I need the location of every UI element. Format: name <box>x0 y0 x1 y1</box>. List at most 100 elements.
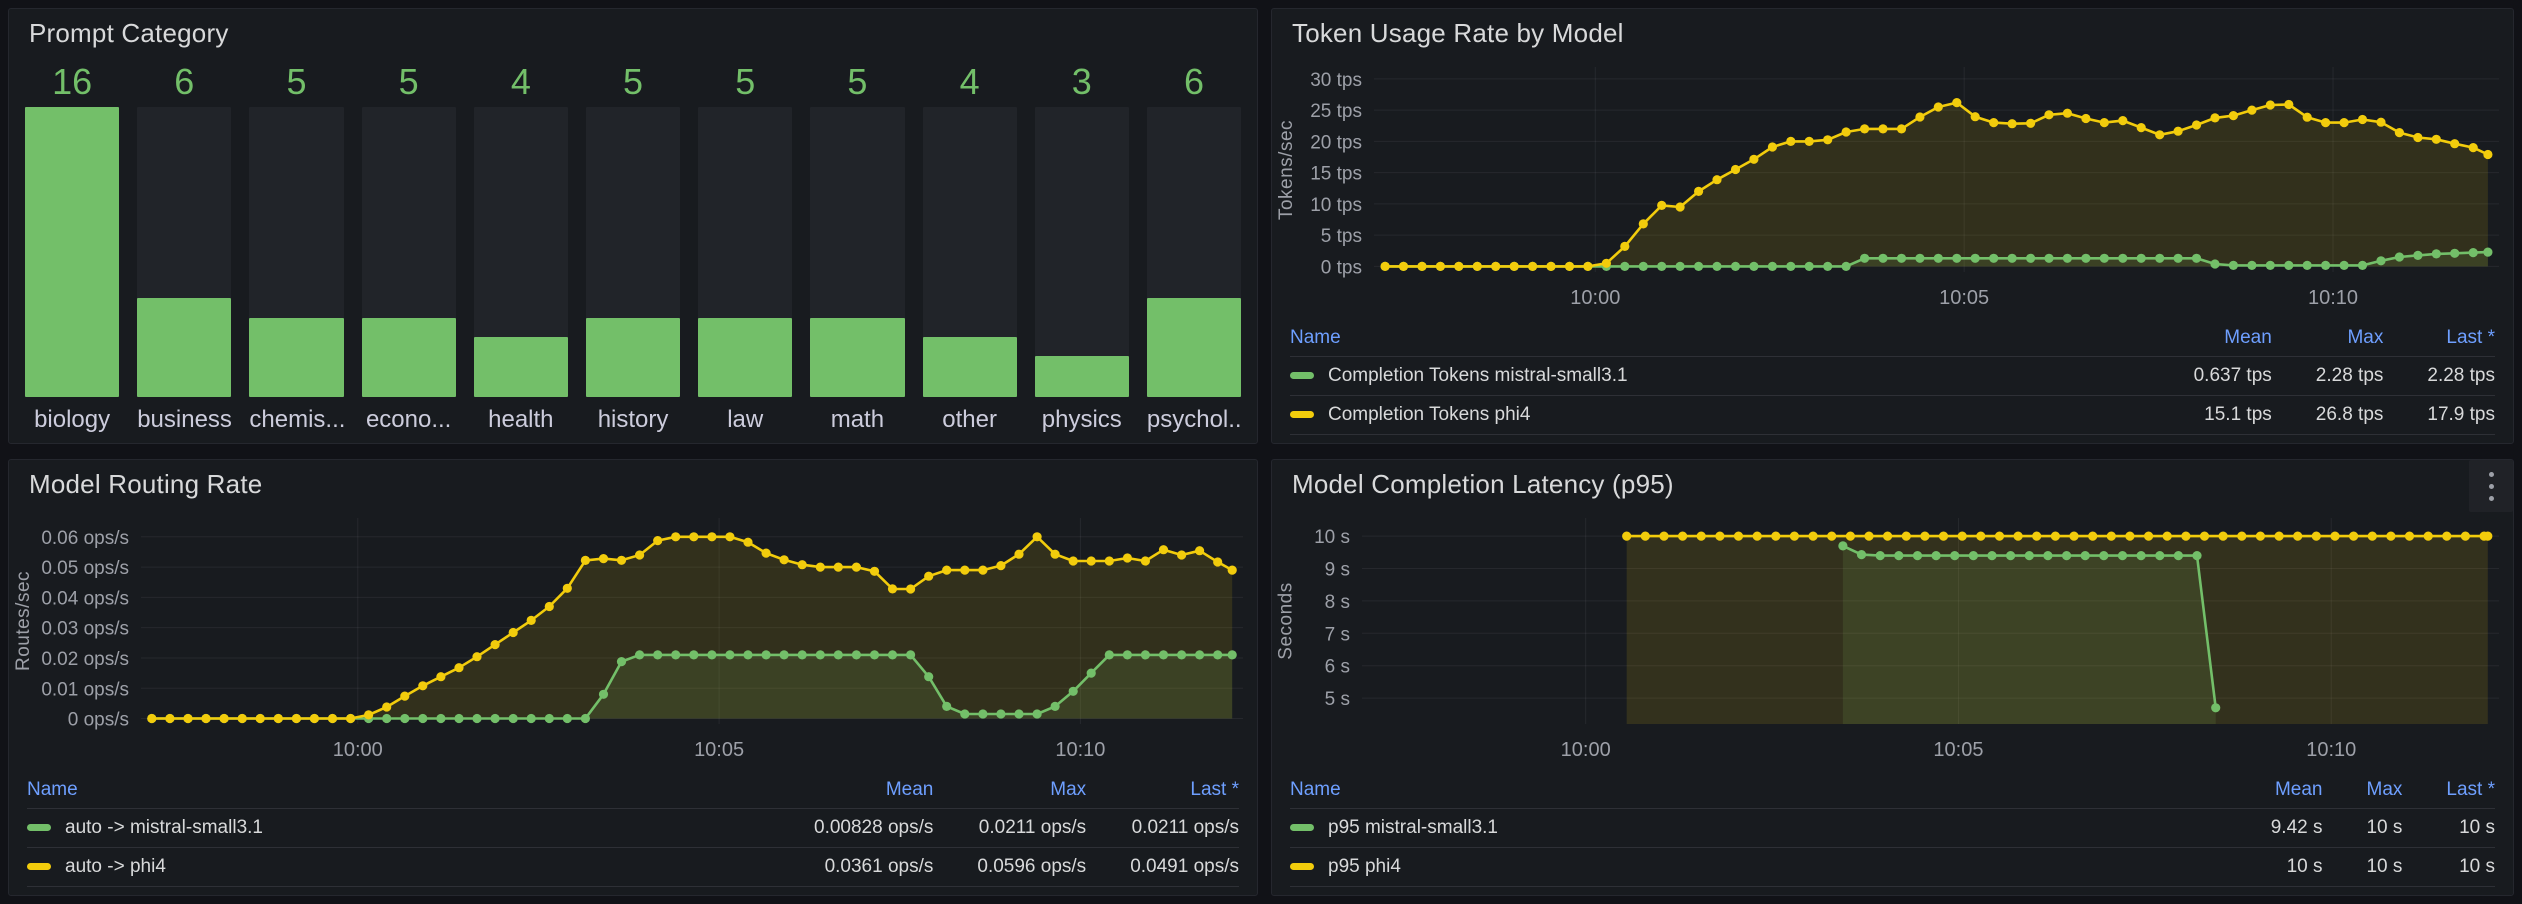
bar-column: 6 business <box>137 59 232 441</box>
time-series-plot-svg[interactable]: 0 ops/s 0.01 ops/s 0.02 ops/s 0.03 ops/s 0.0… <box>9 508 1257 770</box>
series-point <box>580 713 591 724</box>
series-point <box>1032 532 1042 542</box>
time-series-plot-svg[interactable]: 5 s 6 s 7 s 8 s 9 s 10 s 10:00 10:05 10:10 <box>1272 508 2513 770</box>
series-point <box>2210 113 2220 123</box>
series-point <box>1771 531 1781 541</box>
series-point <box>2173 253 2183 263</box>
bar-column: 5 history <box>585 59 681 441</box>
series-point <box>779 555 789 565</box>
series-point <box>2062 551 2072 561</box>
legend-series-name[interactable]: p95 mistral-small3.1 <box>1290 808 2227 848</box>
series-point <box>1915 253 1925 263</box>
series-point <box>2069 531 2079 541</box>
legend-header-last[interactable]: Last * <box>2446 779 2495 800</box>
panel-title[interactable]: Prompt Category <box>29 17 229 48</box>
series-point <box>2192 551 2202 561</box>
legend-header-name[interactable]: Name <box>27 779 78 800</box>
series-point <box>2081 113 2091 124</box>
legend-header-mean[interactable]: Mean <box>2224 327 2272 348</box>
series-swatch <box>27 824 51 831</box>
time-series-plot-svg[interactable]: 0 tps 5 tps 10 tps 15 tps 20 tps 25 tps 30 tps… <box>1272 57 2513 318</box>
series-area <box>151 654 1233 719</box>
legend-header-last[interactable]: Last * <box>1190 779 1239 800</box>
legend-series-name[interactable]: auto -> phi4 <box>27 847 770 887</box>
bar-track <box>585 107 681 397</box>
series-point <box>616 555 627 565</box>
legend-series-name[interactable]: Completion Tokens mistral-small3.1 <box>1290 356 2150 396</box>
series-point <box>2321 260 2331 270</box>
y-tick-label: 20 tps <box>1310 132 1362 153</box>
legend-header-mean[interactable]: Mean <box>2274 779 2323 800</box>
series-point <box>2155 130 2165 140</box>
y-tick-label: 0.05 ops/s <box>41 558 129 579</box>
legend-header-max[interactable]: Max <box>2366 779 2403 800</box>
legend-series-name[interactable]: auto -> mistral-small3.1 <box>27 808 770 848</box>
series-point <box>2210 259 2220 269</box>
plot-area[interactable]: 0 ops/s 0.01 ops/s 0.02 ops/s 0.03 ops/s 0.0… <box>9 508 1257 770</box>
series-point <box>327 713 338 724</box>
legend-header-name[interactable]: Name <box>1290 779 1341 800</box>
series-point <box>851 650 862 660</box>
series-point <box>2284 260 2294 270</box>
series-point <box>779 650 789 660</box>
series-point <box>2136 551 2146 561</box>
series-point <box>544 601 554 612</box>
bar-fill <box>1034 356 1129 397</box>
legend-header-name[interactable]: Name <box>1290 327 1341 348</box>
bar-value: 4 <box>959 61 980 102</box>
series-point <box>2162 531 2172 541</box>
legend-value-max: 2.28 tps <box>2271 356 2384 396</box>
series-point <box>2349 531 2359 541</box>
legend-header-last[interactable]: Last * <box>2446 327 2495 348</box>
series-point <box>1952 253 1962 263</box>
series-point <box>562 713 572 724</box>
series-point <box>1601 258 1611 268</box>
legend-series-name[interactable]: p95 phi4 <box>1290 847 2227 887</box>
series-point <box>1140 650 1150 660</box>
series-point <box>725 532 735 542</box>
series-point <box>1032 709 1042 719</box>
bar-category-label: business <box>137 406 232 433</box>
series-point <box>2247 260 2257 270</box>
series-point <box>761 650 771 660</box>
panel-menu-button[interactable] <box>2469 460 2513 512</box>
series-point <box>1417 261 1427 271</box>
series-point <box>1994 531 2005 541</box>
series-swatch <box>1290 411 1314 418</box>
legend-header-max[interactable]: Max <box>1050 779 1087 800</box>
y-tick-label: 8 s <box>1325 592 1350 613</box>
legend-value-max: 26.8 tps <box>2271 395 2384 435</box>
legend-header-row: Name Mean Max Last * <box>27 772 1239 809</box>
y-tick-label: 7 s <box>1325 624 1350 645</box>
series-point <box>2117 551 2128 561</box>
series-point <box>1195 546 1205 556</box>
bar-category-label: psychol... <box>1146 406 1242 433</box>
panel-title[interactable]: Token Usage Rate by Model <box>1292 17 1624 48</box>
series-point <box>2431 134 2441 144</box>
legend-header-mean[interactable]: Mean <box>885 779 934 800</box>
series-point <box>1177 650 1187 660</box>
legend-header-max[interactable]: Max <box>2347 327 2384 348</box>
series-point <box>1970 253 1980 263</box>
panel-title[interactable]: Model Routing Rate <box>29 468 263 499</box>
legend-series-name[interactable]: Completion Tokens phi4 <box>1290 395 2150 435</box>
series-label: auto -> mistral-small3.1 <box>65 817 263 838</box>
y-tick-label: 30 tps <box>1310 70 1362 91</box>
series-point <box>942 565 952 575</box>
bar-category-label: biology <box>34 406 111 433</box>
series-point <box>978 709 988 719</box>
plot-area[interactable]: 0 tps 5 tps 10 tps 15 tps 20 tps 25 tps 30 tps… <box>1272 57 2513 318</box>
series-point <box>2032 531 2042 541</box>
series-point <box>1841 127 1851 137</box>
series-point <box>1860 124 1870 134</box>
series-label: p95 mistral-small3.1 <box>1328 817 1498 838</box>
bar-value: 5 <box>735 61 756 102</box>
legend-value-mean: 10 s <box>2226 847 2323 887</box>
panel-title[interactable]: Model Completion Latency (p95) <box>1292 468 1674 499</box>
y-tick-label: 5 tps <box>1321 226 1362 247</box>
series-point <box>2080 551 2090 561</box>
bar-value: 6 <box>1183 61 1204 102</box>
series-point <box>454 663 464 673</box>
series-point <box>725 650 735 660</box>
